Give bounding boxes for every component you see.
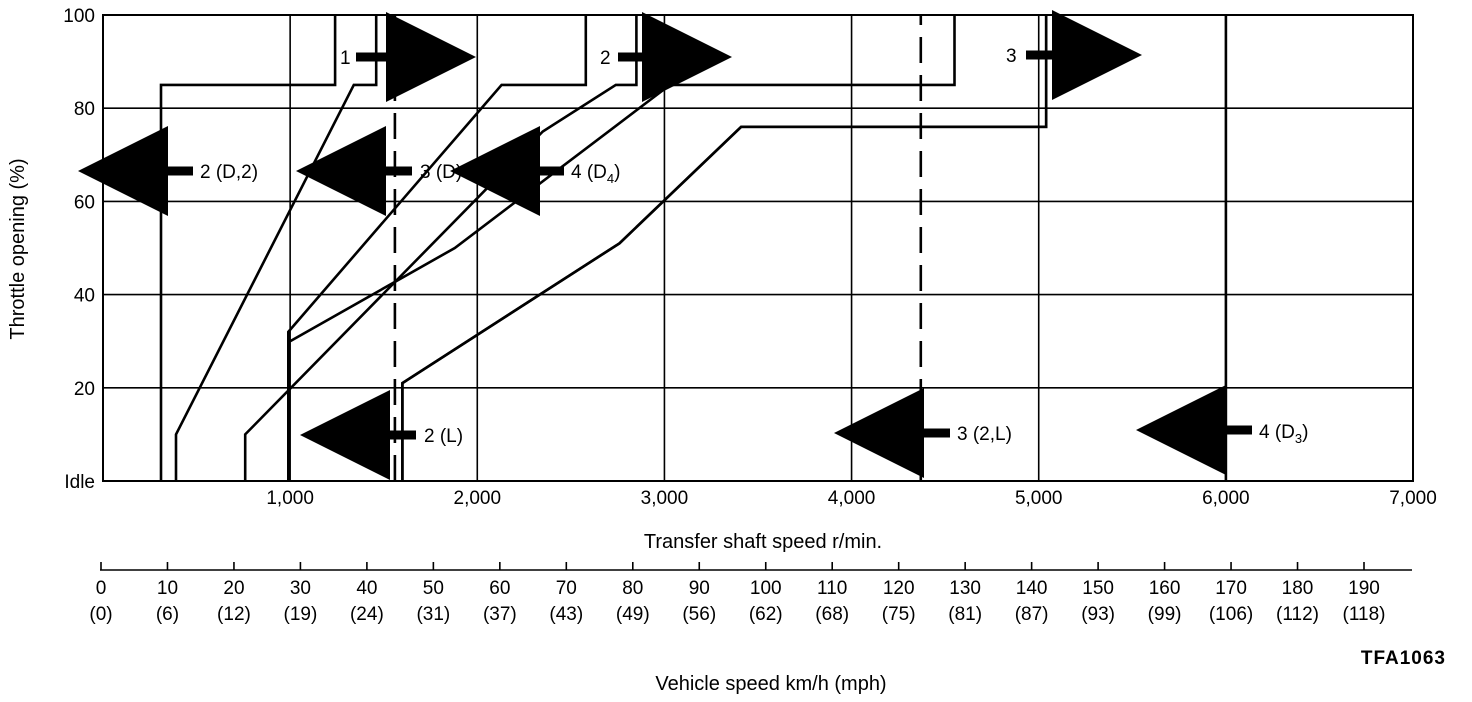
x-tick-label: 4,000 [828,488,876,509]
label-up-3-4-to: 4 [1100,46,1111,67]
label-dn-3-4-d4-from: 3 [483,162,494,183]
label-dn-3-4-d3-to: 4 (D3) [1259,422,1308,446]
speed-kmh-label: 100 [750,578,782,599]
speed-kmh-label: 110 [817,578,847,599]
speed-mph-label: (6) [156,604,179,625]
y-tick-label: 60 [74,192,95,213]
x-tick-labels: 1,000 2,000 3,000 4,000 5,000 6,000 7,000 [266,488,1436,509]
speed-kmh-label: 0 [96,578,107,599]
speed-kmh-label: 160 [1149,578,1181,599]
label-dn-3-4-d4-to: 4 (D4) [571,162,620,186]
speed-kmh-label: 30 [290,578,311,599]
series-line [401,15,1048,481]
y-tick-labels: Idle 20 40 60 80 100 [63,6,95,493]
speed-kmh-label: 150 [1082,578,1114,599]
speed-mph-label: (118) [1343,604,1386,625]
label-dn-1-2-d-to: 2 (D,2) [200,162,258,183]
label-dn-1-2-l-to: 2 (L) [424,426,463,447]
speed-kmh-label: 120 [883,578,915,599]
speed-mph-label: (68) [815,604,849,625]
y-tick-label: Idle [64,472,95,493]
speed-mph-label: (112) [1276,604,1319,625]
label-dn-3-4-d3-from: 3 [1163,422,1174,443]
shift-curves [159,15,1228,481]
series-line [286,15,588,481]
x-tick-label: 1,000 [266,488,314,509]
speed-kmh-label: 50 [423,578,444,599]
series-line [159,15,337,481]
x-tick-label: 2,000 [454,488,502,509]
y-tick-label: 40 [74,286,95,307]
x-tick-label: 6,000 [1202,488,1250,509]
speed-kmh-label: 60 [489,578,510,599]
speed-mph-label: (99) [1148,604,1182,625]
speed-mph-label: (19) [284,604,318,625]
speed-kmh-label: 90 [689,578,710,599]
label-dn-2-3-d-from: 2 [325,162,336,183]
speed-mph-label: (31) [416,604,450,625]
speed-kmh-label: 20 [223,578,244,599]
label-dn-1-2-d-from: 1 [108,162,119,183]
speed-mph-label: (81) [948,604,982,625]
series-line [243,15,638,481]
x-tick-label: 3,000 [641,488,689,509]
speed-mph-label: (43) [549,604,583,625]
speed-mph-label: (62) [749,604,783,625]
x-axis-title: Transfer shaft speed r/min. [644,531,882,553]
speed-kmh-label: 170 [1215,578,1247,599]
label-up-2-3-to: 3 [693,48,704,69]
speed-mph-label: (49) [616,604,650,625]
speed-kmh-label: 140 [1016,578,1048,599]
plot-frame [102,14,1414,482]
speed-kmh-label: 10 [157,578,178,599]
shift-labels: 1 2 2 3 3 4 1 2 (D,2) 2 3 (D) 3 4 (D4) 1… [108,46,1308,447]
label-up-3-4-from: 3 [1006,46,1017,67]
speed-mph-label: (93) [1081,604,1115,625]
speed-mph-label: (56) [682,604,716,625]
x-tick-label: 5,000 [1015,488,1063,509]
speed-kmh-label: 130 [949,578,981,599]
label-up-2-3-from: 2 [600,48,611,69]
speed-mph-label: (75) [882,604,916,625]
label-dn-2-3-2l-from: 2 [864,424,875,445]
vehicle-speed-title: Vehicle speed km/h (mph) [655,673,886,695]
y-axis-title: Throttle opening (%) [7,158,29,339]
speed-mph-label: (24) [350,604,384,625]
series-line [289,15,956,343]
speed-kmh-label: 70 [556,578,577,599]
speed-mph-label: (0) [89,604,112,625]
y-tick-label: 100 [63,6,95,27]
x-tick-label: 7,000 [1389,488,1437,509]
speed-mph-label: (87) [1015,604,1049,625]
speed-kmh-label: 40 [356,578,377,599]
speed-kmh-label: 80 [622,578,643,599]
label-dn-2-3-d-to: 3 (D) [420,162,462,183]
label-dn-1-2-l-from: 1 [332,426,343,447]
speed-mph-label: (106) [1209,604,1253,625]
shift-arrows [78,10,1252,480]
y-tick-label: 80 [74,99,95,120]
label-up-1-2-to: 2 [432,48,443,69]
y-tick-label: 20 [74,379,95,400]
label-dn-2-3-2l-to: 3 (2,L) [957,424,1012,445]
speed-kmh-label: 190 [1348,578,1380,599]
speed-mph-label: (12) [217,604,251,625]
speed-mph-label: (37) [483,604,517,625]
label-up-1-2-from: 1 [340,48,351,69]
vehicle-speed-scale: 0 (0) 10 (6) 20 (12) 30 (19) 40 (24) 50 (31) 60 (37) 7… [89,562,1385,625]
series-line [174,15,378,481]
figure-code: TFA1063 [1361,648,1446,669]
speed-kmh-label: 180 [1282,578,1314,599]
